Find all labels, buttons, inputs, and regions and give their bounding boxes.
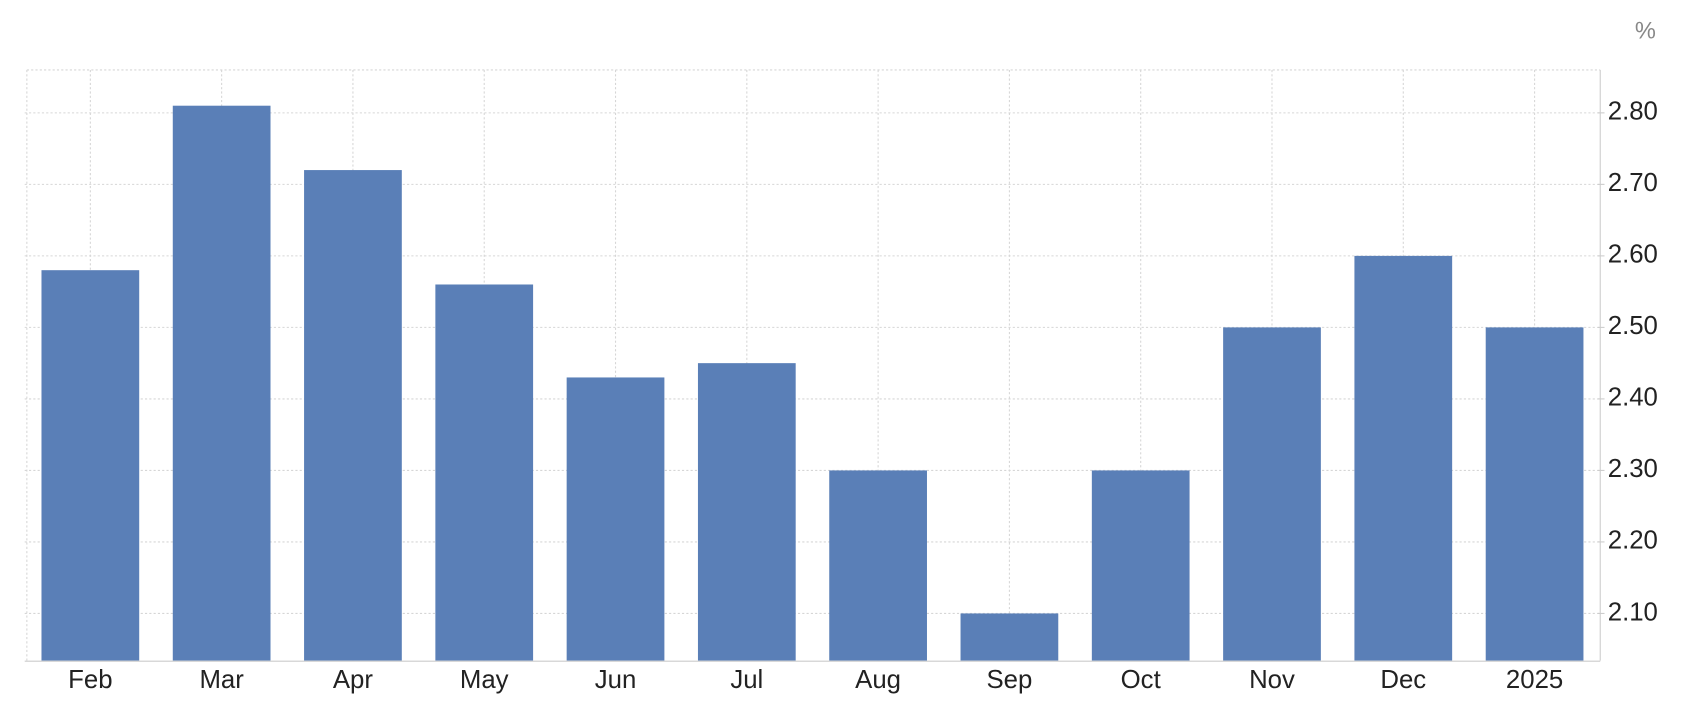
bar — [697, 363, 796, 661]
bar — [1485, 327, 1584, 661]
bar — [41, 270, 140, 661]
x-tick-label: Aug — [855, 666, 901, 694]
x-tick-label: Apr — [333, 666, 374, 694]
x-tick-label: 2025 — [1506, 666, 1563, 694]
bar — [1354, 255, 1453, 661]
bar — [829, 470, 927, 661]
bar — [304, 170, 402, 661]
bar — [1091, 470, 1190, 661]
y-tick-label: 2.50 — [1608, 312, 1658, 340]
x-tick-label: Oct — [1121, 666, 1161, 694]
y-tick-label: 2.20 — [1608, 527, 1658, 555]
unit-label: % — [1635, 19, 1656, 45]
x-tick-label: Feb — [68, 666, 112, 694]
bar — [960, 613, 1059, 661]
x-tick-label: May — [460, 666, 509, 694]
bar — [172, 105, 271, 661]
bar — [566, 377, 665, 661]
x-tick-label: Sep — [986, 666, 1032, 694]
bar — [1223, 327, 1321, 661]
bar — [435, 284, 534, 661]
y-tick-label: 2.30 — [1608, 455, 1658, 483]
x-tick-label: Jun — [595, 666, 637, 694]
y-tick-label: 2.10 — [1608, 598, 1658, 626]
y-tick-label: 2.40 — [1608, 384, 1658, 412]
y-tick-label: 2.70 — [1608, 169, 1658, 197]
x-tick-label: Mar — [199, 666, 244, 694]
x-tick-label: Jul — [730, 666, 763, 694]
y-tick-label: 2.60 — [1608, 241, 1658, 269]
x-tick-label: Nov — [1249, 666, 1295, 694]
x-tick-label: Dec — [1380, 666, 1426, 694]
y-tick-label: 2.80 — [1608, 98, 1658, 126]
